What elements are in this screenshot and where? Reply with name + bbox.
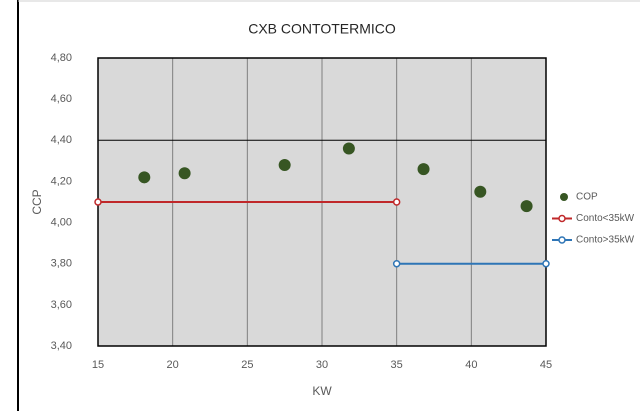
x-tick-label: 20: [167, 359, 179, 371]
legend-label: Conto>35kW: [576, 235, 635, 246]
x-tick-label: 35: [391, 359, 403, 371]
line-marker: [94, 198, 102, 206]
legend-marker: [560, 193, 568, 201]
data-point: [138, 171, 151, 184]
data-point: [520, 200, 533, 213]
legend-marker: [558, 236, 566, 244]
line-marker: [542, 259, 550, 268]
y-tick-label: 4,40: [51, 134, 72, 146]
x-tick-label: 15: [92, 359, 104, 371]
data-point: [474, 185, 487, 198]
y-tick-label: 4,00: [51, 216, 72, 228]
y-tick-label: 3,60: [51, 299, 72, 311]
legend-label: Conto<35kW: [576, 213, 635, 224]
y-tick-label: 4,20: [51, 175, 72, 187]
x-axis-label: KW: [312, 384, 332, 398]
y-tick-label: 3,80: [51, 258, 72, 270]
chart-title: CXB CONTOTERMICO: [248, 21, 396, 37]
x-tick-label: 40: [465, 359, 477, 371]
line-marker: [392, 259, 401, 268]
y-tick-label: 4,60: [51, 93, 72, 105]
data-point: [178, 167, 191, 180]
data-point: [278, 158, 291, 171]
y-tick-label: 4,80: [51, 52, 72, 64]
line-marker: [392, 198, 401, 206]
legend-label: COP: [576, 192, 598, 203]
x-tick-label: 45: [540, 359, 552, 371]
y-tick-label: 3,40: [51, 340, 72, 352]
data-point: [342, 142, 355, 155]
x-tick-label: 25: [241, 359, 253, 371]
y-axis-label: CCP: [30, 189, 44, 214]
x-tick-label: 30: [316, 359, 328, 371]
legend-marker: [558, 214, 566, 223]
data-point: [417, 163, 430, 176]
